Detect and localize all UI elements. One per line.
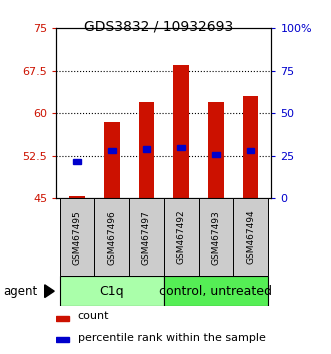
Bar [73, 159, 81, 164]
FancyBboxPatch shape [94, 198, 129, 276]
Bar [247, 148, 255, 153]
FancyBboxPatch shape [129, 198, 164, 276]
Bar [243, 96, 259, 198]
Bar [69, 196, 85, 198]
FancyBboxPatch shape [164, 276, 268, 306]
Bar [173, 65, 189, 198]
FancyBboxPatch shape [60, 276, 164, 306]
Bar [212, 152, 220, 156]
Text: GSM467496: GSM467496 [107, 210, 116, 264]
Text: percentile rank within the sample: percentile rank within the sample [78, 332, 266, 343]
Text: count: count [78, 311, 109, 321]
Text: control, untreated: control, untreated [160, 285, 272, 298]
Text: GDS3832 / 10932693: GDS3832 / 10932693 [84, 19, 233, 34]
Bar [104, 122, 119, 198]
FancyBboxPatch shape [60, 198, 94, 276]
Bar [208, 102, 224, 198]
Text: GSM467492: GSM467492 [177, 210, 186, 264]
Bar [139, 102, 154, 198]
Text: GSM467493: GSM467493 [212, 210, 220, 264]
FancyBboxPatch shape [199, 198, 233, 276]
FancyBboxPatch shape [233, 198, 268, 276]
Bar [56, 337, 69, 342]
Text: C1q: C1q [100, 285, 124, 298]
Text: agent: agent [3, 285, 37, 298]
Bar [177, 145, 185, 150]
Bar [56, 316, 69, 321]
Bar [108, 148, 116, 153]
Text: GSM467495: GSM467495 [72, 210, 81, 264]
FancyBboxPatch shape [164, 198, 199, 276]
Text: GSM467497: GSM467497 [142, 210, 151, 264]
Bar [143, 147, 150, 152]
Text: GSM467494: GSM467494 [246, 210, 255, 264]
